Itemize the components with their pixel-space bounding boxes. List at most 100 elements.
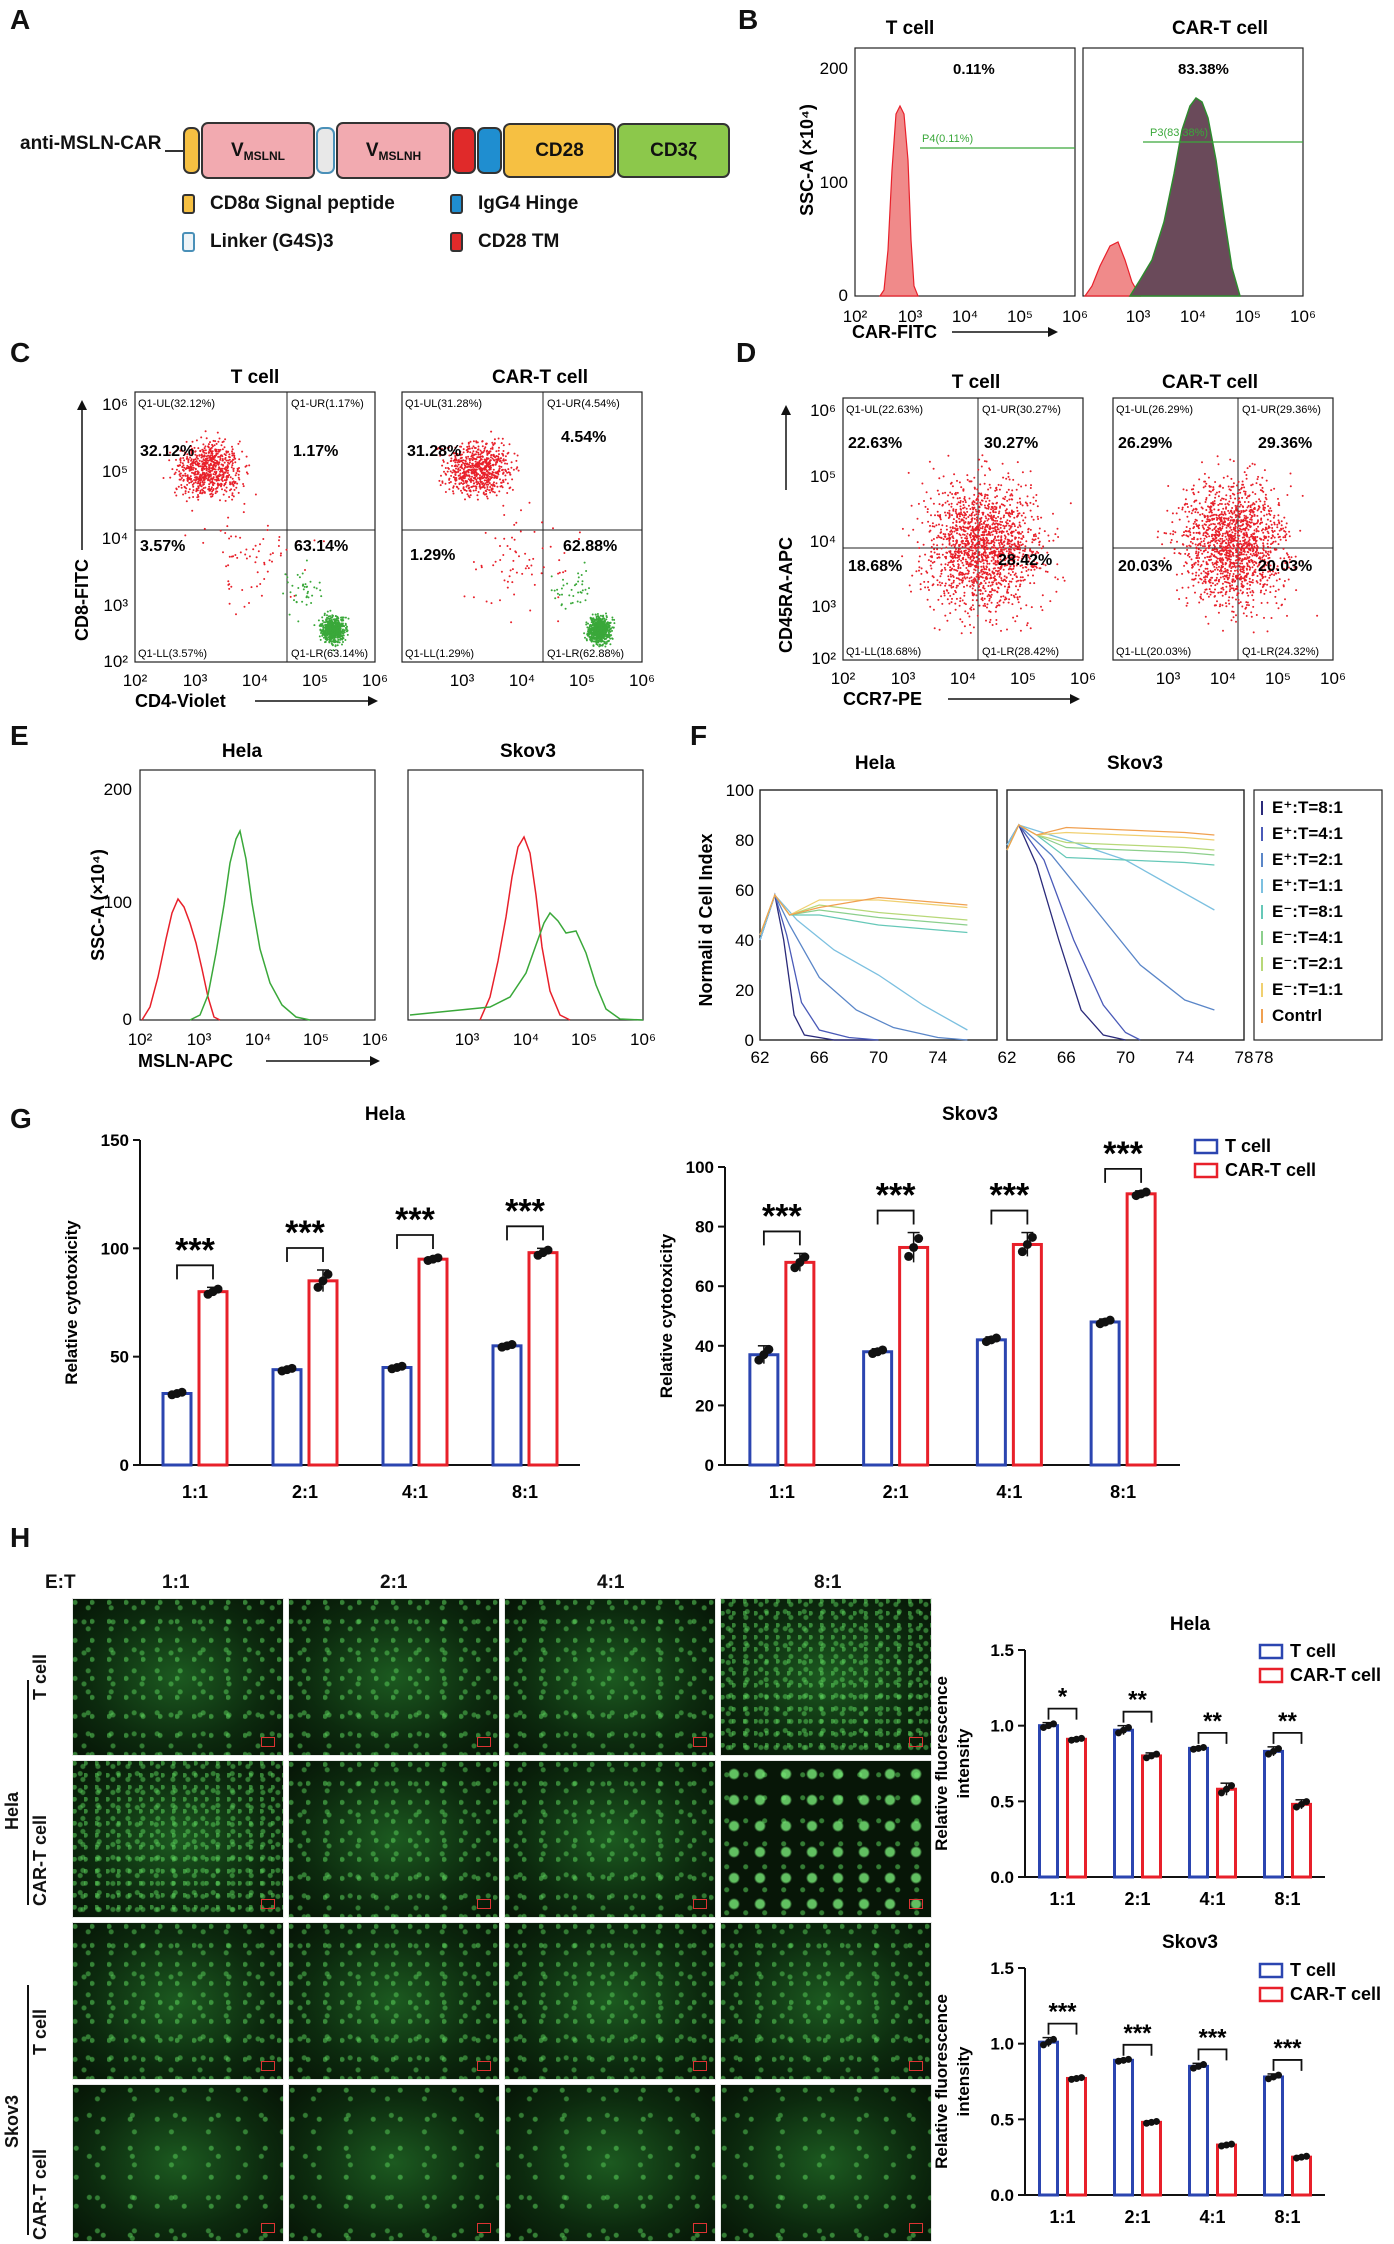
scatter-dot (1003, 575, 1006, 578)
scatter-dot (1009, 531, 1012, 534)
scatter-dot (982, 604, 985, 607)
scatter-dot (971, 543, 974, 545)
scatter-dot (986, 519, 989, 522)
scatter-dot (1224, 532, 1227, 535)
scatter-dot (1056, 527, 1059, 530)
scatter-dot (1210, 535, 1213, 538)
panel-d-plot-cart (1112, 397, 1334, 661)
scatter-dot (1036, 505, 1039, 508)
scatter-dot (494, 560, 497, 563)
scatter-dot (990, 531, 993, 534)
scatter-dot (333, 619, 336, 622)
scatter-dot (190, 454, 193, 457)
scatter-dot (197, 465, 200, 468)
scatter-dot (1023, 522, 1026, 525)
segment-signal-peptide (183, 127, 200, 174)
legend-label-signal: CD8α Signal peptide (210, 193, 395, 214)
scatter-dot (923, 500, 925, 502)
scatter-dot (452, 490, 454, 493)
scatter-dot (503, 514, 506, 516)
scatter-dot (1020, 485, 1023, 488)
scatter-dot (211, 490, 214, 493)
scatter-dot (948, 503, 951, 506)
scatter-dot (932, 576, 935, 579)
scatter-dot (456, 454, 459, 457)
scatter-dot (510, 461, 513, 464)
scatter-dot (1205, 509, 1208, 511)
scatter-dot (998, 604, 1001, 607)
scatter-dot (947, 454, 950, 457)
scatter-dot (307, 590, 309, 593)
scatter-dot (995, 623, 998, 625)
scatter-dot (564, 607, 567, 610)
scatter-dot (981, 546, 983, 549)
scatter-dot (462, 480, 465, 482)
scatter-dot (976, 502, 979, 505)
scatter-dot (994, 610, 997, 613)
panel-label-f: F (690, 720, 708, 751)
scatter-dot (1287, 566, 1290, 569)
scatter-dot (165, 453, 168, 456)
scatter-dot (1240, 551, 1243, 554)
panel-c-plot-tcell (134, 391, 376, 663)
scatter-dot (279, 554, 282, 557)
scatter-dot (478, 464, 480, 467)
scatter-dot (479, 449, 482, 452)
scatter-dot (229, 476, 232, 479)
scatter-dot (216, 452, 219, 455)
scatter-dot (454, 479, 457, 482)
scatter-dot (483, 486, 486, 489)
scatter-dot (466, 445, 469, 448)
scatter-dot (924, 553, 927, 556)
scatter-dot (998, 523, 1001, 526)
scatter-dot (331, 629, 334, 632)
scatter-dot (971, 506, 974, 509)
scatter-dot (216, 486, 219, 489)
scatter-dot (470, 466, 472, 469)
scatter-dot (952, 585, 955, 588)
scatter-dot (955, 577, 958, 580)
scatter-dot (994, 530, 997, 533)
scatter-dot (1038, 532, 1041, 535)
scatter-dot (232, 480, 235, 483)
scatter-dot (1221, 537, 1224, 540)
scatter-dot (910, 504, 913, 507)
scatter-dot (260, 594, 263, 597)
scatter-dot (1006, 530, 1009, 533)
scatter-dot (1021, 576, 1024, 579)
scatter-dot (463, 466, 466, 469)
scatter-dot (180, 486, 183, 489)
scatter-dot (585, 621, 588, 624)
scatter-dot (497, 455, 500, 458)
scatter-dot (506, 586, 509, 589)
scatter-dot (591, 613, 594, 616)
scatter-dot (503, 537, 506, 540)
scatter-dot (995, 517, 997, 520)
scatter-dot (466, 463, 469, 466)
legend-swatch-signal (182, 194, 195, 214)
scatter-dot (985, 619, 987, 622)
scatter-dot (958, 520, 961, 523)
scatter-dot (1035, 535, 1037, 538)
scatter-dot (994, 560, 997, 563)
scatter-dot (477, 448, 480, 451)
scatter-dot (528, 501, 531, 504)
scatter-dot (205, 452, 208, 455)
scatter-dot (185, 457, 188, 460)
scatter-dot (962, 488, 965, 491)
scatter-dot (467, 487, 470, 490)
scatter-dot (938, 503, 941, 506)
scatter-dot (238, 440, 241, 443)
scatter-dot (604, 626, 607, 629)
scatter-dot (986, 494, 988, 496)
scatter-dot (970, 563, 973, 566)
scatter-dot (1023, 550, 1026, 552)
scatter-dot (485, 495, 488, 498)
scatter-dot (489, 459, 492, 462)
scatter-dot (278, 539, 280, 542)
scatter-dot (1035, 566, 1038, 569)
scatter-dot (601, 643, 604, 646)
scatter-dot (481, 455, 484, 458)
scatter-dot (970, 539, 973, 541)
scatter-dot (1032, 496, 1035, 499)
